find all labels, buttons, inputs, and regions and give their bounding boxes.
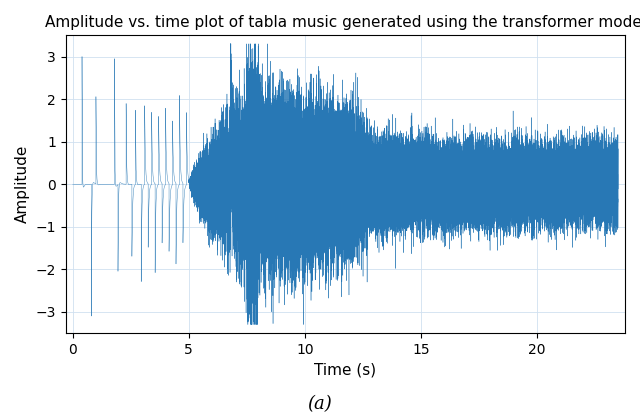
Text: (a): (a)	[308, 395, 332, 413]
Title: Amplitude vs. time plot of tabla music generated using the transformer model: Amplitude vs. time plot of tabla music g…	[45, 15, 640, 30]
Y-axis label: Amplitude: Amplitude	[15, 145, 30, 223]
X-axis label: Time (s): Time (s)	[314, 362, 376, 377]
